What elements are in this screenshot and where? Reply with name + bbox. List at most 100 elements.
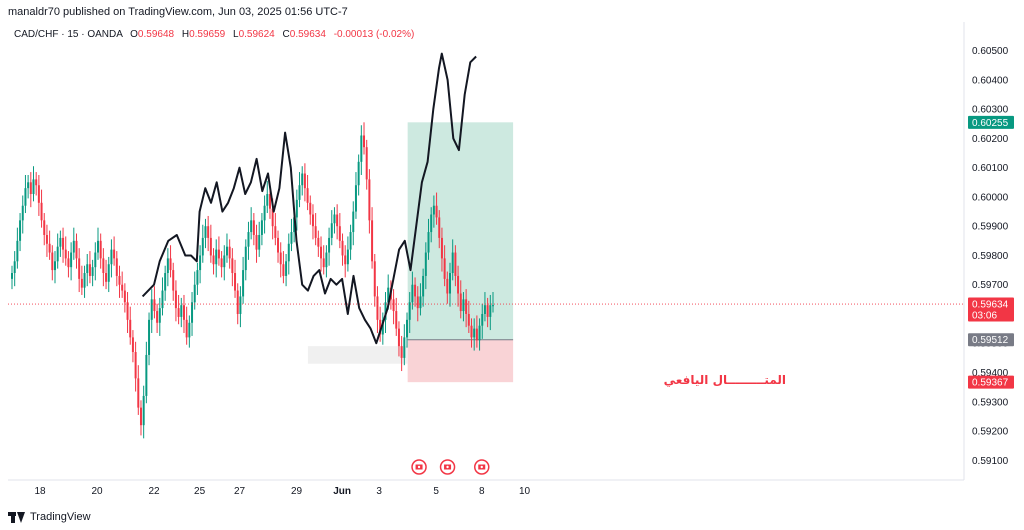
y-tick-label: 0.60400 bbox=[972, 75, 1009, 86]
candle-body bbox=[27, 182, 30, 189]
candle-body bbox=[411, 284, 414, 303]
candle-body bbox=[62, 237, 65, 250]
candle-body bbox=[446, 278, 449, 294]
candle-body bbox=[266, 194, 269, 206]
candle-body bbox=[225, 246, 228, 256]
candle-body bbox=[107, 264, 110, 282]
candle-body bbox=[306, 188, 309, 203]
candle-body bbox=[88, 264, 91, 276]
candle-body bbox=[185, 319, 188, 338]
candle-body bbox=[368, 179, 371, 221]
symbol-legend: CAD/CHF · 15 · OANDA O0.59648 H0.59659 L… bbox=[14, 29, 414, 40]
candle-body bbox=[443, 258, 446, 279]
candle-body bbox=[32, 179, 35, 195]
candle-body bbox=[357, 161, 360, 186]
candle-body bbox=[435, 205, 438, 218]
candle-body bbox=[121, 284, 124, 291]
y-tick-label: 0.59400 bbox=[972, 368, 1009, 379]
close-label: C bbox=[282, 29, 290, 40]
y-tick-label: 0.59100 bbox=[972, 456, 1009, 467]
candle-body bbox=[462, 299, 465, 312]
candle-body bbox=[86, 264, 89, 274]
candle-body bbox=[454, 252, 457, 276]
candle-body bbox=[115, 258, 118, 276]
candle-body bbox=[432, 205, 435, 215]
candle-body bbox=[328, 237, 331, 253]
candle-body bbox=[268, 194, 271, 209]
candle-body bbox=[250, 220, 253, 233]
candle-body bbox=[105, 273, 108, 282]
candle-body bbox=[94, 252, 97, 268]
candle-body bbox=[29, 182, 32, 195]
candle-body bbox=[293, 217, 296, 233]
candle-body bbox=[96, 240, 99, 253]
candle-body bbox=[13, 261, 16, 274]
candle-body bbox=[188, 322, 191, 338]
candle-body bbox=[403, 337, 406, 358]
event-flag-mark bbox=[446, 465, 449, 469]
candle-body bbox=[72, 240, 75, 253]
y-tick-label: 0.60000 bbox=[972, 192, 1009, 203]
candle-body bbox=[295, 199, 298, 218]
candle-body bbox=[424, 252, 427, 276]
candle-body bbox=[110, 249, 113, 265]
candle-body bbox=[336, 214, 339, 227]
candle-body bbox=[172, 270, 175, 291]
candle-body bbox=[400, 346, 403, 358]
candle-body bbox=[196, 270, 199, 285]
high-value: 0.59659 bbox=[189, 29, 226, 40]
open-label: O bbox=[130, 29, 138, 40]
candle-body bbox=[349, 232, 352, 250]
symbol-label[interactable]: CAD/CHF · 15 · OANDA bbox=[14, 29, 123, 40]
candle-body bbox=[309, 202, 312, 215]
x-tick-label: 29 bbox=[291, 486, 303, 497]
candle-body bbox=[204, 226, 207, 238]
y-tick-label: 0.60300 bbox=[972, 105, 1009, 116]
candle-body bbox=[408, 302, 411, 320]
candle-body bbox=[215, 249, 218, 265]
candle-body bbox=[244, 246, 247, 271]
price-marker-label: 0.59367 bbox=[972, 378, 1009, 389]
brand-label: TradingView bbox=[30, 511, 91, 523]
event-flag-mark bbox=[480, 465, 483, 469]
candle-body bbox=[373, 261, 376, 297]
candle-body bbox=[344, 255, 347, 265]
candle-body bbox=[271, 208, 274, 227]
y-tick-label: 0.60100 bbox=[972, 163, 1009, 174]
candle-body bbox=[314, 226, 317, 238]
x-tick-label: 25 bbox=[194, 486, 206, 497]
candle-body bbox=[459, 293, 462, 312]
high-label: H bbox=[181, 29, 190, 40]
candle-body bbox=[255, 234, 258, 250]
candle-body bbox=[199, 255, 202, 271]
x-tick-label: 22 bbox=[148, 486, 160, 497]
candle-body bbox=[467, 313, 470, 326]
candle-body bbox=[486, 305, 489, 317]
candle-body bbox=[193, 284, 196, 303]
candle-body bbox=[263, 205, 266, 221]
price-marker bbox=[968, 297, 1014, 322]
candle-body bbox=[180, 305, 183, 317]
candle-body bbox=[113, 249, 116, 259]
candle-body bbox=[11, 273, 13, 279]
candle-body bbox=[397, 328, 400, 347]
low-label: L bbox=[233, 29, 239, 40]
candle-body bbox=[223, 255, 226, 268]
candle-body bbox=[416, 296, 419, 309]
price-marker-label: 0.59634 bbox=[972, 300, 1009, 311]
candle-body bbox=[376, 296, 379, 320]
candle-body bbox=[83, 273, 86, 288]
candle-body bbox=[156, 311, 159, 323]
candle-body bbox=[217, 249, 220, 259]
candle-body bbox=[290, 232, 293, 244]
candle-body bbox=[478, 325, 481, 341]
candle-body bbox=[242, 270, 245, 297]
candle-body bbox=[153, 299, 156, 312]
candle-body bbox=[303, 173, 306, 189]
candle-body bbox=[406, 319, 409, 338]
event-flag-icon bbox=[439, 459, 456, 475]
candle-body bbox=[384, 302, 387, 320]
candle-body bbox=[354, 185, 357, 212]
candle-body bbox=[24, 188, 27, 206]
